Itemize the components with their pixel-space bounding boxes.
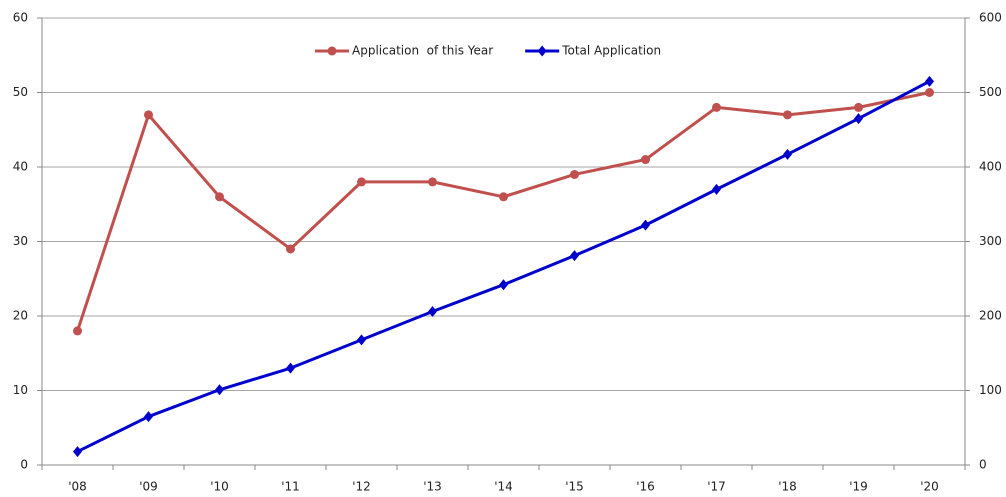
x-tick-label: '17 (707, 480, 726, 494)
point (712, 183, 721, 195)
point (428, 177, 437, 187)
x-tick-label: '11 (281, 480, 300, 494)
point (286, 362, 295, 374)
y-tick-label: 60 (13, 11, 28, 25)
point (286, 244, 295, 254)
y-tick-label: 40 (13, 160, 28, 174)
point (73, 446, 82, 458)
y2-tick-label: 100 (979, 383, 1002, 397)
point (570, 250, 579, 262)
point (783, 110, 792, 120)
y2-tick-label: 400 (979, 160, 1002, 174)
x-tick-label: '15 (565, 480, 584, 494)
y2-tick-label: 500 (979, 85, 1002, 99)
legend-label: Application of this Year (352, 44, 493, 58)
point (428, 306, 437, 318)
y-tick-label: 0 (20, 458, 28, 472)
point (641, 219, 650, 231)
point (925, 75, 934, 87)
point (215, 192, 224, 202)
point (499, 279, 508, 291)
point (712, 102, 721, 112)
legend-marker (537, 45, 547, 57)
y2-tick-label: 300 (979, 234, 1002, 248)
point (641, 155, 650, 165)
y-tick-label: 50 (13, 85, 28, 99)
series-line (76, 91, 930, 332)
x-tick-label: '20 (920, 480, 939, 494)
x-tick-label: '12 (352, 480, 371, 494)
point (215, 384, 224, 396)
series-line (76, 79, 931, 453)
legend-marker (327, 46, 337, 56)
point (144, 110, 153, 120)
y-tick-label: 10 (13, 383, 28, 397)
point (499, 192, 508, 202)
y2-tick-label: 600 (979, 11, 1002, 25)
x-tick-label: '09 (139, 480, 158, 494)
point (73, 326, 82, 336)
point (144, 411, 153, 423)
y2-tick-label: 0 (979, 458, 987, 472)
point (925, 88, 934, 97)
x-tick-label: '10 (210, 480, 229, 494)
point (570, 169, 579, 179)
point (854, 113, 863, 125)
point (357, 177, 366, 187)
x-tick-label: '08 (68, 480, 87, 494)
legend-label: Total Application (561, 44, 661, 58)
y-tick-label: 30 (13, 234, 28, 248)
x-tick-label: '19 (849, 480, 868, 494)
point (783, 148, 792, 160)
x-tick-label: '18 (778, 480, 797, 494)
point (357, 334, 366, 346)
point (854, 102, 863, 112)
x-tick-label: '14 (494, 480, 513, 494)
x-tick-label: '13 (423, 480, 442, 494)
y-tick-label: 20 (13, 309, 28, 323)
x-tick-label: '16 (636, 480, 655, 494)
y2-tick-label: 200 (979, 309, 1002, 323)
